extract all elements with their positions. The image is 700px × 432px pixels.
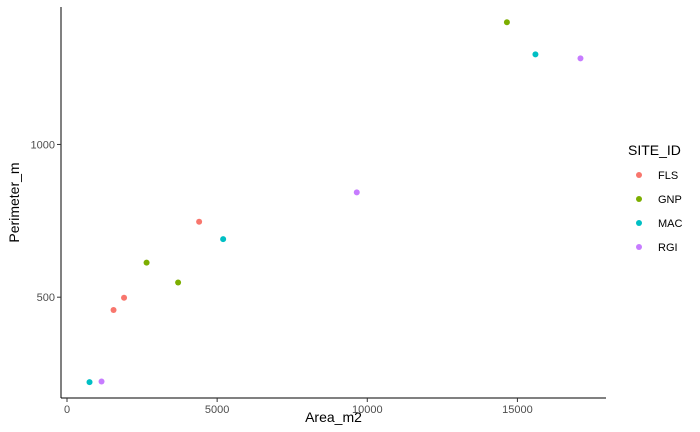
legend-key-mac bbox=[636, 220, 642, 226]
legend-label-mac: MAC bbox=[658, 218, 683, 230]
x-ticks: 0 5000 10000 15000 bbox=[64, 398, 533, 416]
data-points bbox=[86, 19, 584, 386]
data-point-mac bbox=[86, 379, 93, 386]
legend-key-gnp bbox=[636, 196, 642, 202]
y-tick-label: 500 bbox=[37, 292, 55, 304]
y-tick-label: 1000 bbox=[31, 139, 55, 151]
x-tick-label: 0 bbox=[64, 404, 70, 416]
data-point-fls bbox=[110, 307, 117, 314]
data-point-gnp bbox=[175, 279, 182, 286]
data-point-gnp bbox=[143, 259, 150, 266]
legend-key-fls bbox=[636, 172, 642, 178]
legend-items: FLS GNP MAC RGI bbox=[636, 170, 683, 254]
x-tick-label: 5000 bbox=[205, 404, 229, 416]
data-point-gnp bbox=[503, 19, 510, 26]
legend-label-rgi: RGI bbox=[658, 242, 678, 254]
legend-label-fls: FLS bbox=[658, 170, 678, 182]
legend: SITE_ID FLS GNP MAC RGI bbox=[628, 142, 683, 254]
legend-label-gnp: GNP bbox=[658, 194, 682, 206]
y-ticks: 500 1000 bbox=[31, 139, 61, 304]
data-point-rgi bbox=[353, 189, 360, 196]
data-point-fls bbox=[196, 218, 203, 225]
legend-key-rgi bbox=[636, 244, 642, 250]
x-axis-title: Area_m2 bbox=[305, 409, 362, 425]
legend-title: SITE_ID bbox=[628, 142, 681, 158]
x-axis: 0 5000 10000 15000 Area_m2 bbox=[61, 397, 606, 425]
data-point-mac bbox=[220, 236, 227, 243]
y-axis-title: Perimeter_m bbox=[6, 162, 22, 242]
data-point-mac bbox=[532, 51, 539, 58]
x-tick-label: 10000 bbox=[352, 404, 383, 416]
x-tick-label: 15000 bbox=[502, 404, 533, 416]
data-point-fls bbox=[121, 294, 128, 301]
data-point-rgi bbox=[98, 378, 105, 385]
data-point-rgi bbox=[577, 55, 584, 62]
y-axis: 500 1000 Perimeter_m bbox=[6, 7, 62, 398]
